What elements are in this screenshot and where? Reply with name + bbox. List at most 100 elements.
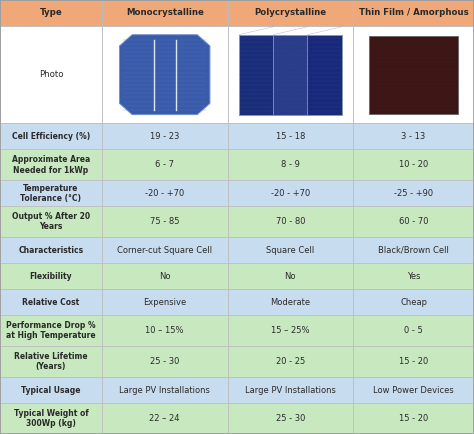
Bar	[0, 149, 102, 180]
Text: Type: Type	[40, 9, 62, 17]
Bar	[0, 180, 102, 206]
Bar	[0, 346, 102, 377]
Bar	[239, 35, 342, 115]
Bar	[228, 315, 353, 346]
Bar	[228, 346, 353, 377]
Text: 70 - 80: 70 - 80	[275, 217, 305, 226]
Text: Cheap: Cheap	[400, 298, 427, 307]
Text: No: No	[159, 272, 171, 281]
Bar	[102, 263, 228, 289]
Bar	[0, 206, 102, 237]
Text: 22 – 24: 22 – 24	[149, 414, 180, 423]
Text: 15 – 25%: 15 – 25%	[271, 326, 310, 335]
Text: Flexibility: Flexibility	[30, 272, 72, 281]
Bar	[353, 263, 474, 289]
Bar	[102, 123, 228, 149]
Text: Moderate: Moderate	[270, 298, 310, 307]
Bar	[353, 0, 474, 26]
Text: Typical Weight of
300Wp (kg): Typical Weight of 300Wp (kg)	[14, 409, 88, 428]
Text: 8 - 9: 8 - 9	[281, 160, 300, 169]
Text: -20 - +70: -20 - +70	[145, 189, 184, 198]
Bar	[0, 123, 102, 149]
Bar	[308, 35, 342, 115]
Bar	[273, 35, 308, 115]
Bar	[353, 180, 474, 206]
Bar	[0, 403, 102, 434]
Text: 15 - 18: 15 - 18	[276, 132, 305, 141]
Text: Cell Efficiency (%): Cell Efficiency (%)	[12, 132, 90, 141]
Text: Polycrystalline: Polycrystalline	[254, 9, 327, 17]
Bar	[353, 289, 474, 315]
Text: 25 - 30: 25 - 30	[150, 357, 179, 366]
Text: Temperature
Tolerance (°C): Temperature Tolerance (°C)	[20, 184, 82, 203]
Text: Photo: Photo	[39, 70, 63, 79]
Bar	[0, 237, 102, 263]
Text: Large PV Installations: Large PV Installations	[245, 385, 336, 395]
Text: 10 - 20: 10 - 20	[399, 160, 428, 169]
Bar	[228, 403, 353, 434]
Bar	[239, 35, 273, 115]
Text: Large PV Installations: Large PV Installations	[119, 385, 210, 395]
Bar	[353, 346, 474, 377]
Text: 6 - 7: 6 - 7	[155, 160, 174, 169]
Text: 20 - 25: 20 - 25	[276, 357, 305, 366]
Text: 0 - 5: 0 - 5	[404, 326, 423, 335]
Bar	[102, 206, 228, 237]
Bar	[102, 346, 228, 377]
Bar	[228, 26, 353, 123]
Bar	[0, 289, 102, 315]
Bar	[102, 149, 228, 180]
Polygon shape	[119, 35, 210, 115]
Text: Monocrystalline: Monocrystalline	[126, 9, 204, 17]
Text: No: No	[284, 272, 296, 281]
Text: Black/Brown Cell: Black/Brown Cell	[378, 246, 449, 255]
Bar	[369, 36, 458, 114]
Text: Low Power Devices: Low Power Devices	[373, 385, 454, 395]
Text: Thin Film / Amorphous: Thin Film / Amorphous	[359, 9, 468, 17]
Bar	[228, 263, 353, 289]
Text: 19 - 23: 19 - 23	[150, 132, 179, 141]
Bar	[353, 123, 474, 149]
Bar	[228, 149, 353, 180]
Bar	[353, 206, 474, 237]
Text: Relative Lifetime
(Years): Relative Lifetime (Years)	[14, 352, 88, 371]
Text: Corner-cut Square Cell: Corner-cut Square Cell	[117, 246, 212, 255]
Text: Performance Drop %
at High Temperature: Performance Drop % at High Temperature	[6, 321, 96, 340]
Bar	[102, 237, 228, 263]
Text: Relative Cost: Relative Cost	[22, 298, 80, 307]
Text: Yes: Yes	[407, 272, 420, 281]
Bar	[102, 289, 228, 315]
Bar	[0, 263, 102, 289]
Bar	[228, 123, 353, 149]
Text: 15 - 20: 15 - 20	[399, 357, 428, 366]
Text: -20 - +70: -20 - +70	[271, 189, 310, 198]
Text: Square Cell: Square Cell	[266, 246, 314, 255]
Bar	[228, 237, 353, 263]
Bar	[228, 289, 353, 315]
Text: 75 - 85: 75 - 85	[150, 217, 180, 226]
Bar	[0, 315, 102, 346]
Text: 15 - 20: 15 - 20	[399, 414, 428, 423]
Bar	[228, 377, 353, 403]
Bar	[353, 237, 474, 263]
Bar	[102, 315, 228, 346]
Text: Output % After 20
Years: Output % After 20 Years	[12, 212, 90, 231]
Text: -25 - +90: -25 - +90	[394, 189, 433, 198]
Text: 25 - 30: 25 - 30	[276, 414, 305, 423]
Text: 3 - 13: 3 - 13	[401, 132, 426, 141]
Bar	[0, 377, 102, 403]
Text: Approximate Area
Needed for 1kWp: Approximate Area Needed for 1kWp	[12, 155, 90, 174]
Bar	[228, 180, 353, 206]
Bar	[102, 377, 228, 403]
Bar	[228, 206, 353, 237]
Bar	[102, 403, 228, 434]
Bar	[353, 26, 474, 123]
Bar	[102, 0, 228, 26]
Bar	[0, 26, 102, 123]
Bar	[228, 0, 353, 26]
Bar	[102, 180, 228, 206]
Text: 60 - 70: 60 - 70	[399, 217, 428, 226]
Bar	[353, 315, 474, 346]
Text: 10 – 15%: 10 – 15%	[146, 326, 184, 335]
Bar	[353, 403, 474, 434]
